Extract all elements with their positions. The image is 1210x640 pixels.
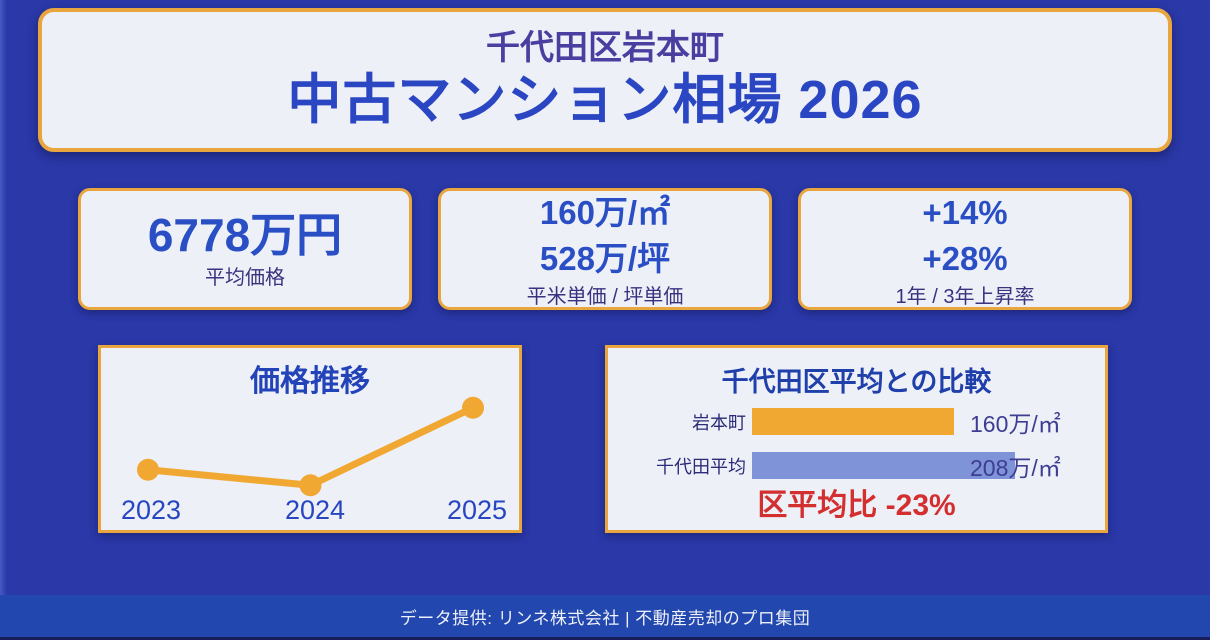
footer-band: データ提供: リンネ株式会社 | 不動産売却のプロ集団 xyxy=(0,595,1210,637)
trend-data-point xyxy=(137,458,159,481)
average-price-label: 平均価格 xyxy=(205,266,285,289)
growth-rate-label: 1年 / 3年上昇率 xyxy=(895,286,1035,309)
stat-card-unit-price: 160万/㎡ 528万/坪 平米単価 / 坪単価 xyxy=(438,188,772,310)
bottom-accent-line xyxy=(0,637,1210,640)
page-title: 中古マンション相場 2026 xyxy=(287,69,923,130)
header-card: 千代田区岩本町 中古マンション相場 2026 xyxy=(38,8,1172,152)
data-provider-credit: データ提供: リンネ株式会社 | 不動産売却のプロ集団 xyxy=(399,608,811,628)
price-per-sqm-value: 160万/㎡ xyxy=(539,193,671,231)
price-trend-panel: 価格推移 2023 2024 2025 xyxy=(98,345,522,533)
bar-value-iwamotocho: 160万/㎡ xyxy=(970,410,1061,437)
left-edge-glow xyxy=(0,0,7,640)
stat-card-growth-rate: +14% +28% 1年 / 3年上昇率 xyxy=(798,188,1132,310)
comparison-title: 千代田区平均との比較 xyxy=(721,367,992,397)
x-tick-2025: 2025 xyxy=(446,495,508,525)
comparison-panel: 千代田区平均との比較 岩本町 160万/㎡ 千代田平均 208万/㎡ 区平均比 … xyxy=(605,345,1108,533)
stat-card-average-price: 6778万円 平均価格 xyxy=(78,188,412,310)
bar-label-chiyoda-average: 千代田平均 xyxy=(656,456,746,477)
trend-data-point xyxy=(299,474,322,497)
comparison-row-chiyoda-average: 千代田平均 208万/㎡ xyxy=(608,452,1105,481)
comparison-row-iwamotocho: 岩本町 160万/㎡ xyxy=(608,408,1105,437)
one-year-growth-value: +14% xyxy=(922,193,1008,231)
bar-label-iwamotocho: 岩本町 xyxy=(692,412,746,433)
trend-data-point xyxy=(462,396,484,419)
bar-chiyoda-average xyxy=(752,452,1015,479)
trend-line xyxy=(144,404,477,489)
x-tick-2023: 2023 xyxy=(120,495,182,525)
bar-iwamotocho xyxy=(752,408,955,435)
header-region: 千代田区岩本町 xyxy=(486,29,724,68)
x-tick-2024: 2024 xyxy=(284,495,346,525)
unit-price-label: 平米単価 / 坪単価 xyxy=(526,286,684,309)
price-trend-title: 価格推移 xyxy=(250,365,370,398)
price-trend-line-chart xyxy=(137,396,484,497)
bar-value-chiyoda-average: 208万/㎡ xyxy=(970,454,1061,481)
district-average-difference: 区平均比 -23% xyxy=(757,489,956,522)
three-year-growth-value: +28% xyxy=(922,239,1008,277)
price-per-tsubo-value: 528万/坪 xyxy=(539,239,671,277)
average-price-value: 6778万円 xyxy=(147,209,343,262)
